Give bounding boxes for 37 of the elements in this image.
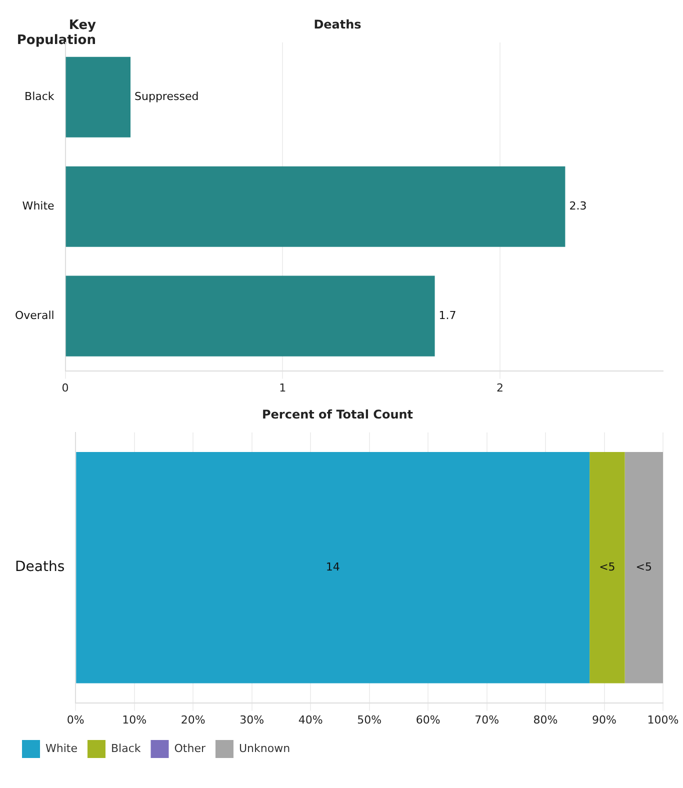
legend-label: Other <box>174 742 206 755</box>
data-label: 2.3 <box>569 199 587 212</box>
y-axis-title: Key Population <box>16 18 96 48</box>
chart-title: Deaths <box>314 17 362 32</box>
bar <box>66 166 566 247</box>
y-tick-label: Overall <box>15 308 54 322</box>
x-tick-label: 50% <box>357 713 382 726</box>
bar <box>624 452 663 684</box>
bar <box>590 452 625 684</box>
annotation: 14 <box>326 560 340 574</box>
chart-title: Percent of Total Count <box>262 407 414 422</box>
x-tick-label: 0 <box>62 381 69 394</box>
data-label: 1.7 <box>438 308 456 322</box>
x-tick-label: 0% <box>66 713 84 726</box>
x-tick-label: 20% <box>180 713 206 726</box>
legend-label: Unknown <box>238 742 290 755</box>
x-tick-label: 90% <box>592 713 616 726</box>
y-tick-label: Deaths <box>14 559 65 576</box>
bar <box>66 56 131 138</box>
y-tick-label: White <box>22 199 55 212</box>
x-tick-label: 10% <box>122 713 147 726</box>
bar <box>66 276 435 356</box>
bar <box>76 452 590 684</box>
legend-label: White <box>46 742 78 755</box>
x-tick-label: 80% <box>533 713 558 726</box>
y-tick-label: Black <box>24 90 55 103</box>
x-tick-label: 40% <box>298 713 323 726</box>
x-tick-label: 60% <box>416 713 440 726</box>
annotation: <5 <box>599 560 616 574</box>
x-tick-label: 30% <box>240 713 264 726</box>
x-tick-label: 1 <box>279 381 286 394</box>
x-tick-label: 100% <box>647 713 679 726</box>
x-tick-label: 70% <box>474 713 500 726</box>
annotation: <5 <box>636 560 652 574</box>
x-tick-label: 2 <box>496 381 504 394</box>
legend-label: Black <box>110 742 142 755</box>
data-label: Suppressed <box>134 90 199 103</box>
